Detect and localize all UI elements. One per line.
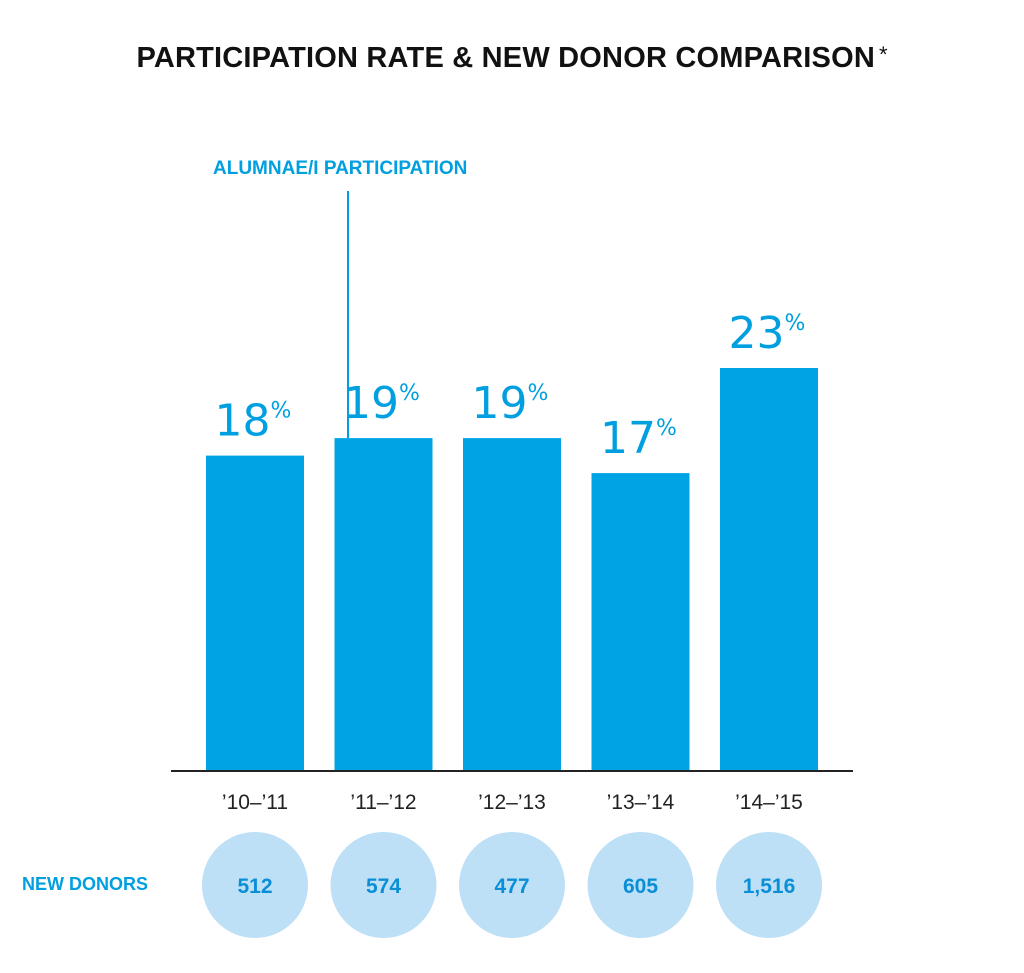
bar-2 <box>334 438 433 771</box>
new-donor-value-1: 512 <box>237 875 272 898</box>
value-label-1: 18% <box>215 396 292 447</box>
new-donor-circle-1 <box>202 832 308 938</box>
new-donor-circle-4 <box>587 832 694 938</box>
x-tick-label-4: ’13–’14 <box>607 791 675 814</box>
bar-3 <box>463 438 561 771</box>
new-donor-value-2: 574 <box>366 875 401 898</box>
new-donor-value-5: 1,516 <box>743 875 796 898</box>
tick-labels-layer: ’10–’11 ’11–’12 ’12–’13 ’13–’14 ’14–’15 <box>222 791 803 814</box>
new-donor-value-3: 477 <box>494 875 529 898</box>
new-donors-label: NEW DONORS <box>22 874 148 894</box>
new-donor-circle-2 <box>330 832 437 938</box>
chart-title: PARTICIPATION RATE & NEW DONOR COMPARISO… <box>136 42 875 74</box>
bar-1 <box>206 455 304 771</box>
x-tick-label-5: ’14–’15 <box>735 791 803 814</box>
new-donor-value-4: 605 <box>623 875 658 898</box>
series-label: ALUMNAE/I PARTICIPATION <box>213 158 467 179</box>
x-tick-label-1: ’10–’11 <box>222 791 288 814</box>
new-donor-circle-5 <box>716 832 822 938</box>
new-donors-layer: 512 574 477 605 1,516 <box>202 832 822 938</box>
value-label-4: 17% <box>600 413 677 464</box>
value-labels-layer: 18% 19% 19% 17% 23% <box>215 308 806 464</box>
x-tick-label-3: ’12–’13 <box>478 791 546 814</box>
title-footnote-mark: * <box>879 42 888 67</box>
value-label-5: 23% <box>729 308 806 359</box>
bar-5 <box>720 368 818 771</box>
new-donor-circle-3 <box>459 832 565 938</box>
value-label-2: 19% <box>343 378 420 429</box>
chart-title-row: PARTICIPATION RATE & NEW DONOR COMPARISO… <box>0 42 1024 75</box>
bar-4 <box>591 473 690 771</box>
value-label-3: 19% <box>472 378 549 429</box>
x-tick-label-2: ’11–’12 <box>350 791 416 814</box>
bars-layer <box>206 368 818 771</box>
